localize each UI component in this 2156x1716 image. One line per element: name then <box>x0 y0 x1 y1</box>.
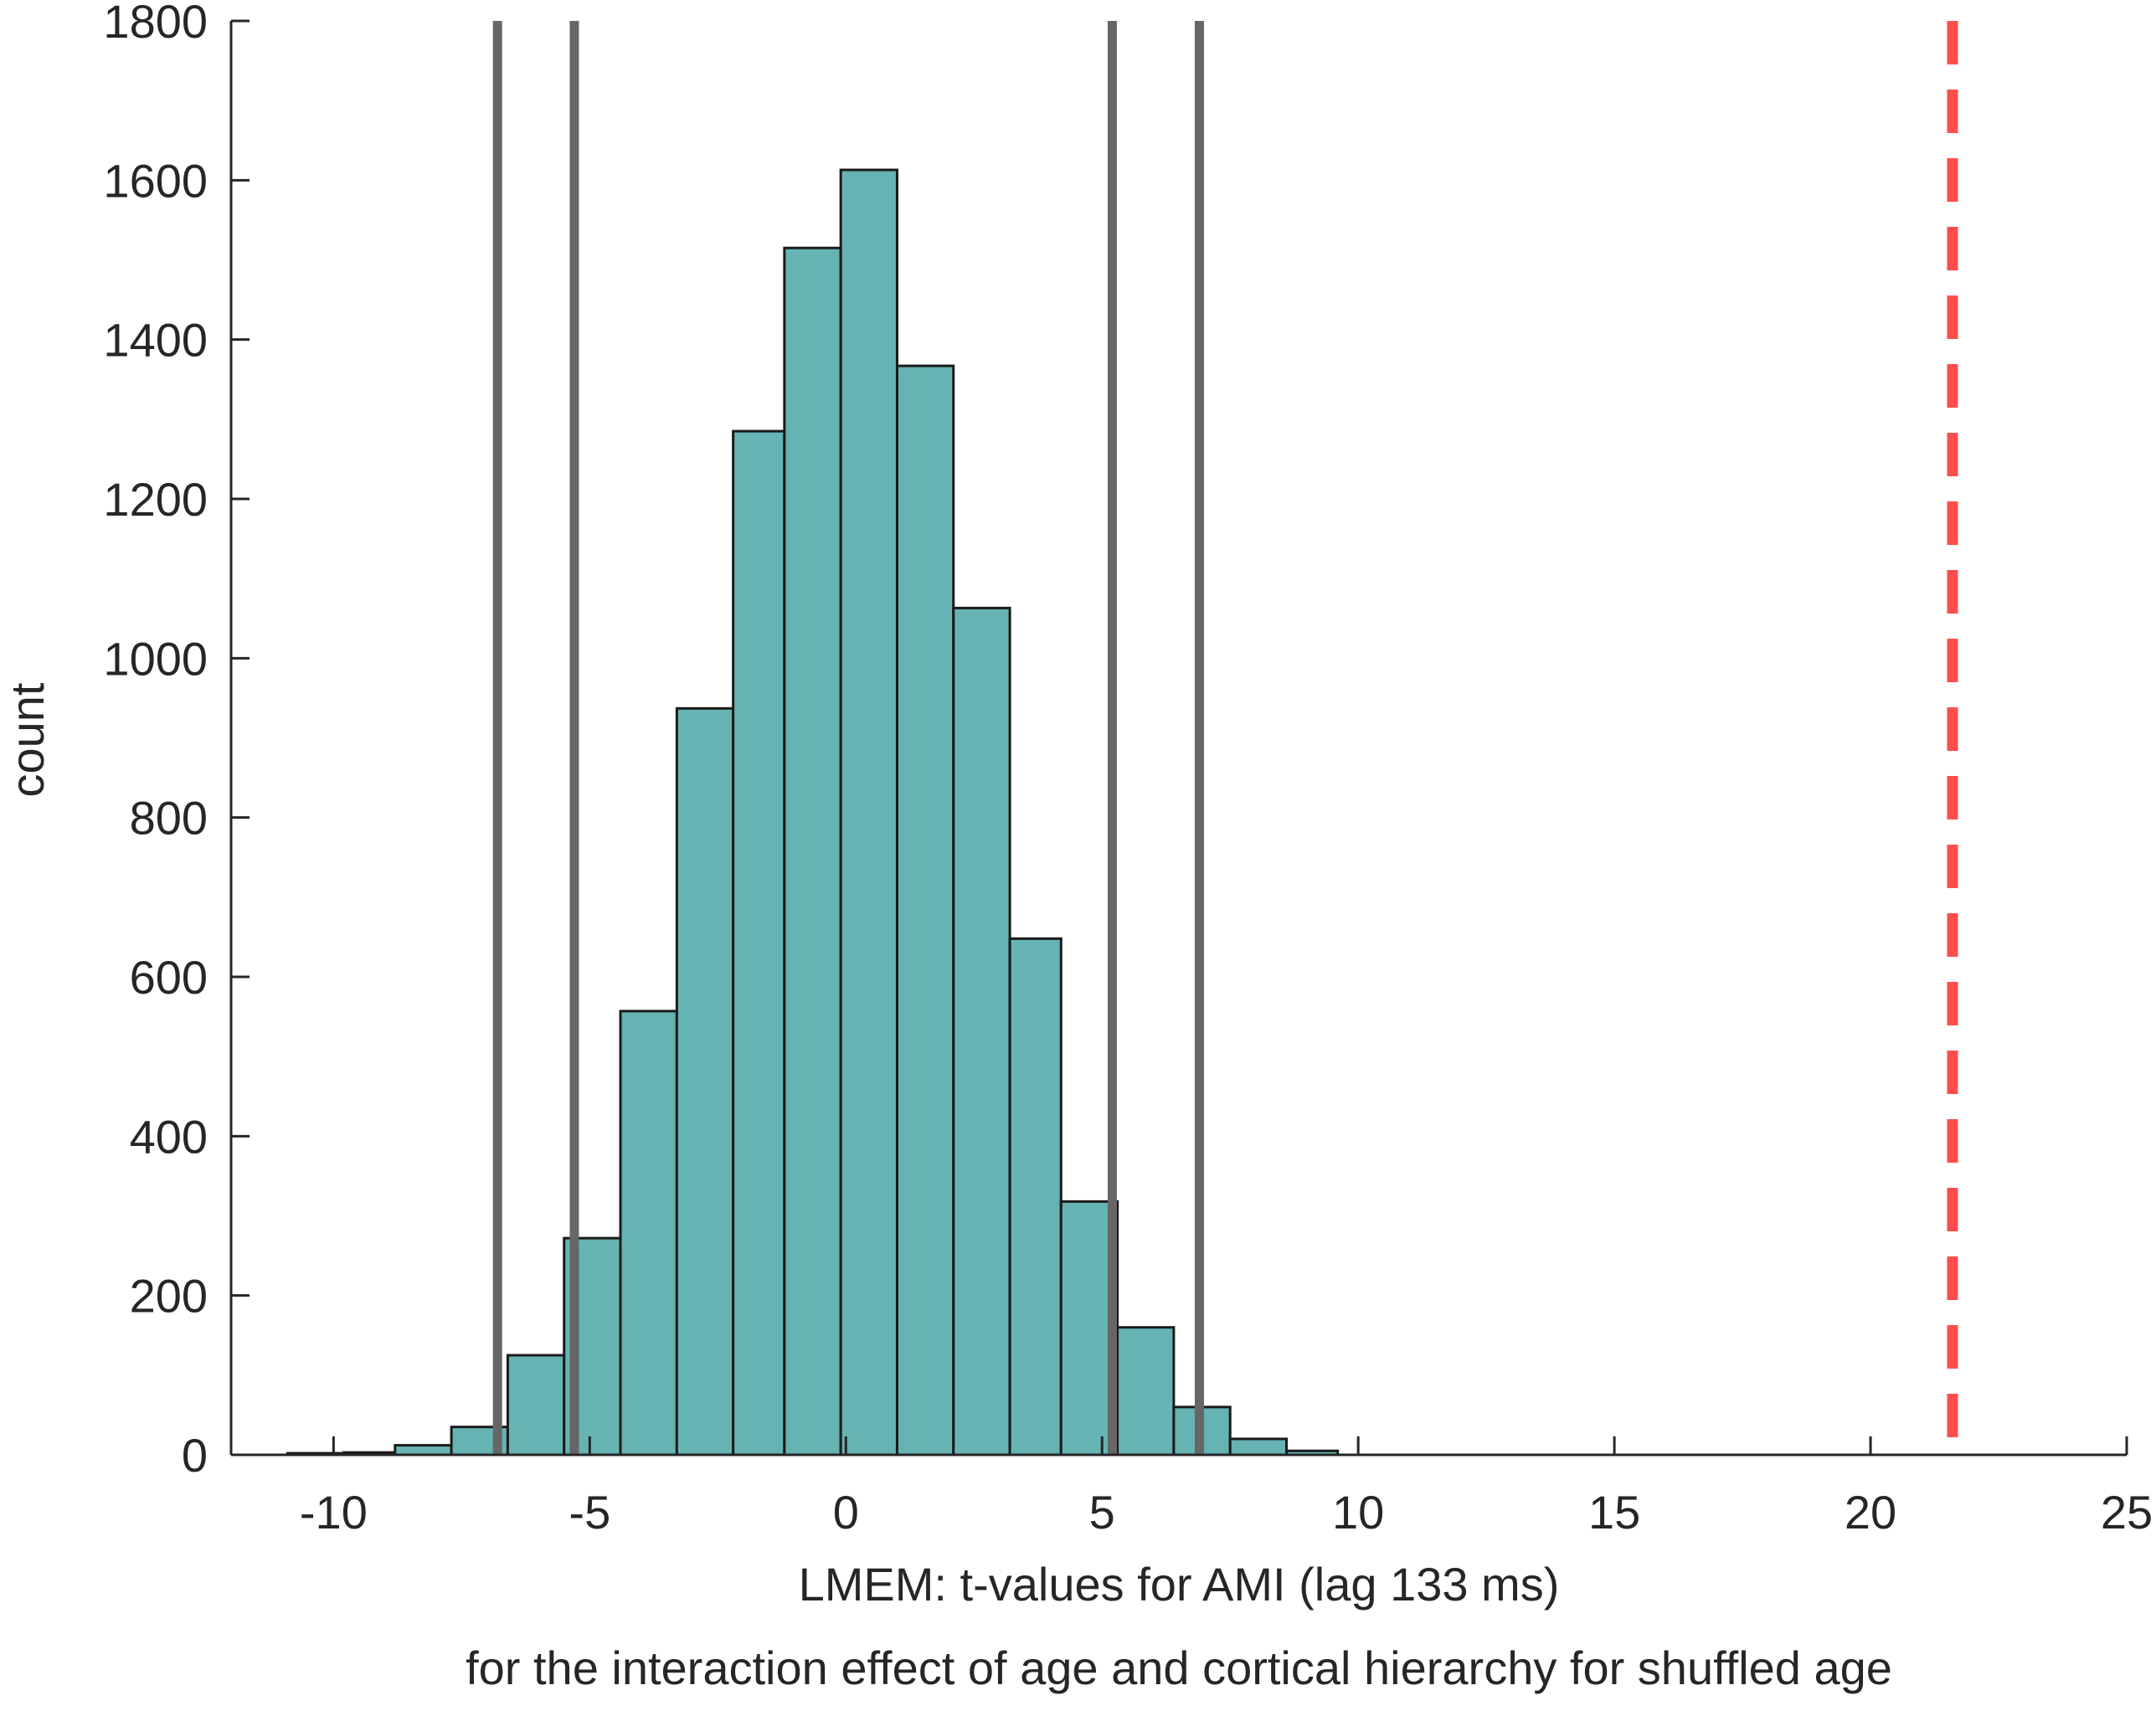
x-tick-label: 0 <box>833 1486 859 1539</box>
x-axis-label-line-2: for the interaction effect of age and co… <box>466 1642 1892 1694</box>
y-axis-label: count <box>1 682 54 797</box>
histogram-bar <box>783 246 842 1457</box>
y-tick-label: 1800 <box>103 0 208 48</box>
x-tick-label: 5 <box>1089 1486 1115 1539</box>
y-tick-label: 1000 <box>103 632 208 685</box>
y-tick-label: 200 <box>130 1270 208 1323</box>
reference-lines-group <box>492 21 1958 1455</box>
y-tick-label: 600 <box>130 951 208 1004</box>
histogram-bar <box>952 606 1011 1457</box>
x-tick-label: 25 <box>2101 1486 2153 1539</box>
histogram-bar <box>732 429 786 1457</box>
histogram-bar <box>1228 1437 1288 1457</box>
histogram-bar <box>1116 1326 1176 1457</box>
histogram-bar <box>1008 937 1063 1457</box>
y-ticks-group: 0 200 400 600 800 1000 1200 1400 1600 1800 <box>103 0 250 1482</box>
histogram-bar <box>619 1010 678 1457</box>
x-tick-label: -10 <box>300 1486 368 1539</box>
x-tick-label: 20 <box>1845 1486 1896 1539</box>
axes-group: -10 -5 0 5 10 15 20 25 0 200 400 600 800 1000 1200 140… <box>103 0 2153 1539</box>
histogram-bar <box>394 1444 453 1457</box>
y-tick-label: 1600 <box>103 154 208 207</box>
x-tick-label: 15 <box>1588 1486 1640 1539</box>
y-tick-label: 1200 <box>103 473 208 526</box>
histogram-bar <box>675 706 735 1457</box>
x-tick-label: -5 <box>569 1486 610 1539</box>
histogram-bar <box>839 168 898 1457</box>
bars-group <box>286 168 1340 1457</box>
y-tick-label: 400 <box>130 1110 208 1163</box>
y-tick-label: 800 <box>130 792 208 845</box>
y-tick-label: 0 <box>182 1429 208 1482</box>
x-tick-label: 10 <box>1332 1486 1384 1539</box>
x-ticks-group: -10 -5 0 5 10 15 20 25 <box>300 1436 2153 1539</box>
y-tick-label: 1400 <box>103 314 208 367</box>
histogram-bar <box>895 364 955 1457</box>
x-axis-label: LMEM: t-values for AMI (lag 133 ms) <box>799 1558 1560 1611</box>
histogram-bar <box>506 1354 566 1457</box>
